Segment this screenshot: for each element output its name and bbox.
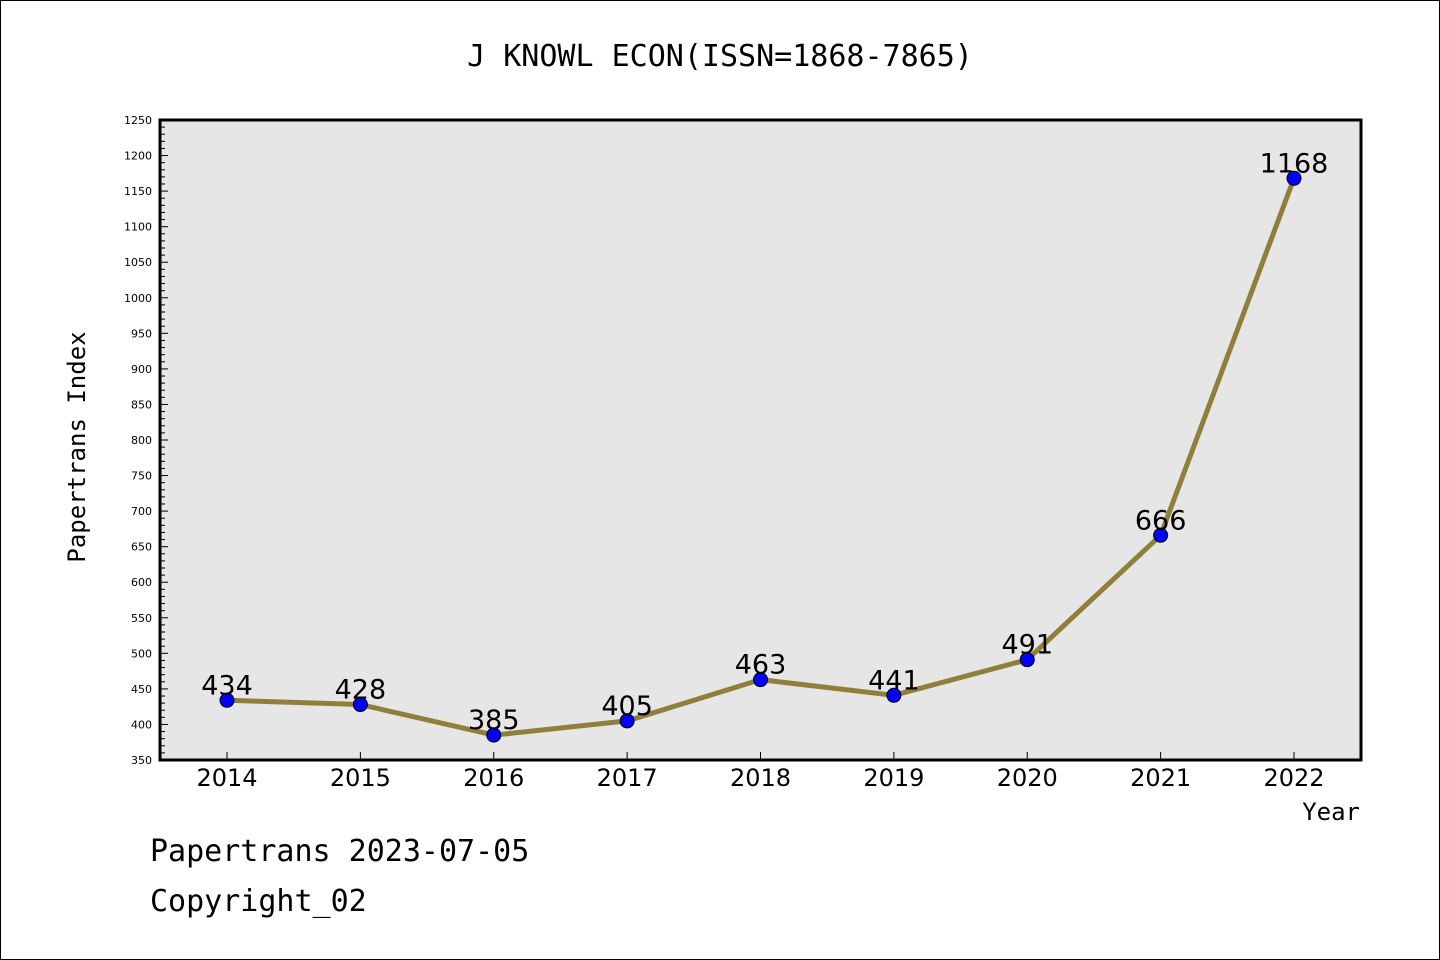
footer-copyright: Copyright_02 [150,884,367,919]
y-tick-label: 700 [131,505,152,518]
x-tick-label: 2016 [463,764,524,792]
y-tick-label: 950 [131,327,152,340]
y-tick-label: 600 [131,576,152,589]
y-tick-label: 1100 [124,221,152,234]
y-tick-label: 900 [131,363,152,376]
x-tick-label: 2021 [1130,764,1191,792]
data-label: 385 [468,705,520,736]
y-tick-label: 1200 [124,150,152,163]
data-point [1019,652,1035,668]
x-tick-label: 2022 [1263,764,1324,792]
data-label: 434 [201,670,253,701]
x-tick-label: 2015 [330,764,391,792]
data-point [352,697,368,713]
data-point [619,713,635,729]
data-label: 463 [735,650,787,681]
x-tick-label: 2014 [196,764,257,792]
data-label: 405 [601,691,653,722]
data-label: 1168 [1260,148,1329,179]
y-tick-label: 500 [131,647,152,660]
y-axis-label: Papertrans Index [63,331,91,562]
y-tick-label: 1000 [124,292,152,305]
data-label: 428 [335,675,387,706]
x-tick-label: 2017 [597,764,658,792]
footer-date: Papertrans 2023-07-05 [150,834,530,869]
y-tick-label: 800 [131,434,152,447]
x-tick-label: 2019 [863,764,924,792]
y-tick-label: 1150 [124,185,152,198]
y-tick-label: 400 [131,718,152,731]
y-tick-label: 850 [131,398,152,411]
data-label: 666 [1135,505,1187,536]
y-tick-label: 650 [131,541,152,554]
x-axis-label: Year [1302,798,1360,826]
x-tick-label: 2018 [730,764,791,792]
data-point [486,727,502,743]
y-tick-label: 750 [131,470,152,483]
data-point [886,687,902,703]
y-tick-label: 550 [131,612,152,625]
data-point [219,692,235,708]
chart-title: J KNOWL ECON(ISSN=1868-7865) [467,39,973,74]
data-point [1286,170,1302,186]
plot-area [158,118,1363,762]
data-label: 441 [868,665,920,696]
x-axis: 2014 2015 2016 2017 2018 2019 2020 2021 2022 [196,752,1325,792]
data-point [753,672,768,688]
y-axis: 350 400 450 500 550 600 650 700 750 800 850 900 950 1… [124,114,168,767]
data-label: 491 [1001,630,1053,661]
y-tick-label: 450 [131,683,152,696]
data-point [1153,527,1169,543]
y-tick-label: 1050 [124,256,152,269]
y-tick-label: 350 [131,754,152,767]
data-labels: 434 428 385 405 463 441 491 666 1168 [201,148,1328,736]
x-tick-label: 2020 [997,764,1058,792]
y-tick-label: 1250 [124,114,152,127]
data-points [219,170,1302,743]
